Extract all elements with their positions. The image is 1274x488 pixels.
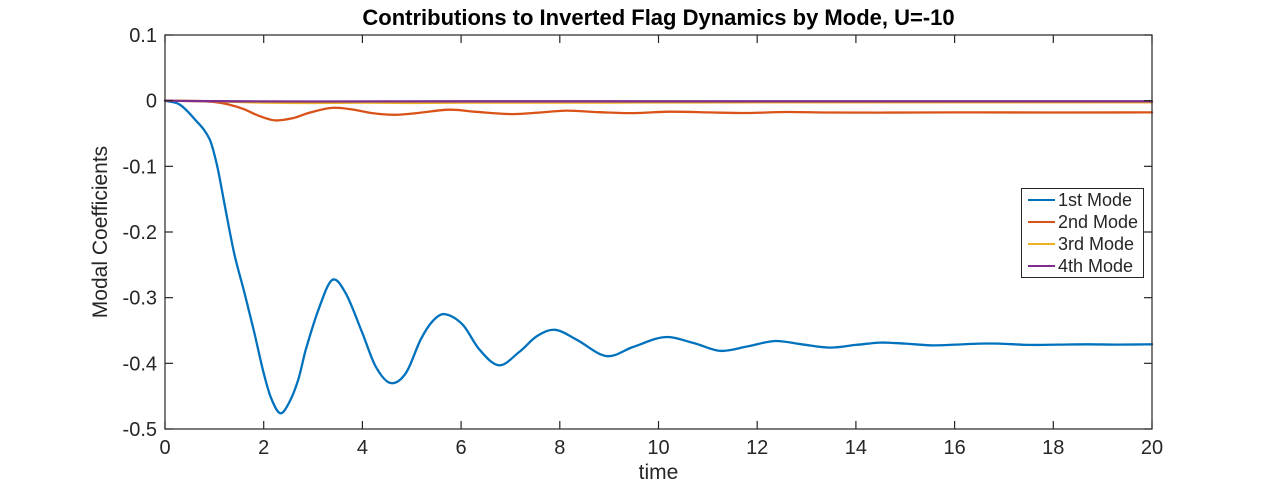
x-tick-label: 6 (456, 437, 467, 459)
x-tick-label: 12 (746, 437, 768, 459)
x-tick-label: 16 (943, 437, 965, 459)
x-tick-label: 4 (357, 437, 368, 459)
x-tick-label: 0 (159, 437, 170, 459)
legend-item: 4th Mode (1028, 255, 1143, 277)
legend-label: 3rd Mode (1058, 234, 1135, 254)
legend: 1st Mode 2nd Mode 3rd Mode 4th Mode (1021, 188, 1144, 278)
series-line-1st-mode (163, 99, 1154, 415)
legend-item: 2nd Mode (1028, 211, 1143, 233)
chart-title: Contributions to Inverted Flag Dynamics … (362, 5, 955, 30)
legend-line-swatch (1028, 242, 1055, 246)
series-line-2nd-mode (163, 99, 1154, 122)
legend-label: 1st Mode (1058, 190, 1133, 210)
legend-label: 2nd Mode (1058, 212, 1139, 232)
y-tick-label: -0.5 (123, 419, 157, 441)
y-axis-label: Modal Coefficients (89, 145, 112, 319)
x-tick-label: 8 (554, 437, 565, 459)
y-tick-label: -0.4 (123, 353, 157, 375)
legend-line-swatch (1028, 220, 1055, 224)
legend-item: 1st Mode (1028, 189, 1143, 211)
y-tick-label: -0.2 (123, 222, 157, 244)
x-tick-label: 18 (1042, 437, 1064, 459)
x-axis-label: time (638, 461, 679, 484)
x-tick-label: 10 (647, 437, 669, 459)
y-tick-label: -0.3 (123, 288, 157, 310)
y-tick-label: -0.1 (123, 156, 157, 178)
y-tick-label: 0.1 (129, 25, 157, 47)
legend-line-swatch (1028, 264, 1055, 268)
series-line-4th-mode (163, 99, 1154, 103)
x-tick-label: 2 (258, 437, 269, 459)
legend-item: 3rd Mode (1028, 233, 1143, 255)
legend-line-swatch (1028, 198, 1055, 202)
x-tick-label: 20 (1141, 437, 1163, 459)
x-tick-label: 14 (845, 437, 867, 459)
y-tick-label: 0 (146, 91, 157, 113)
legend-label: 4th Mode (1058, 256, 1134, 276)
axis-box (164, 34, 1153, 430)
